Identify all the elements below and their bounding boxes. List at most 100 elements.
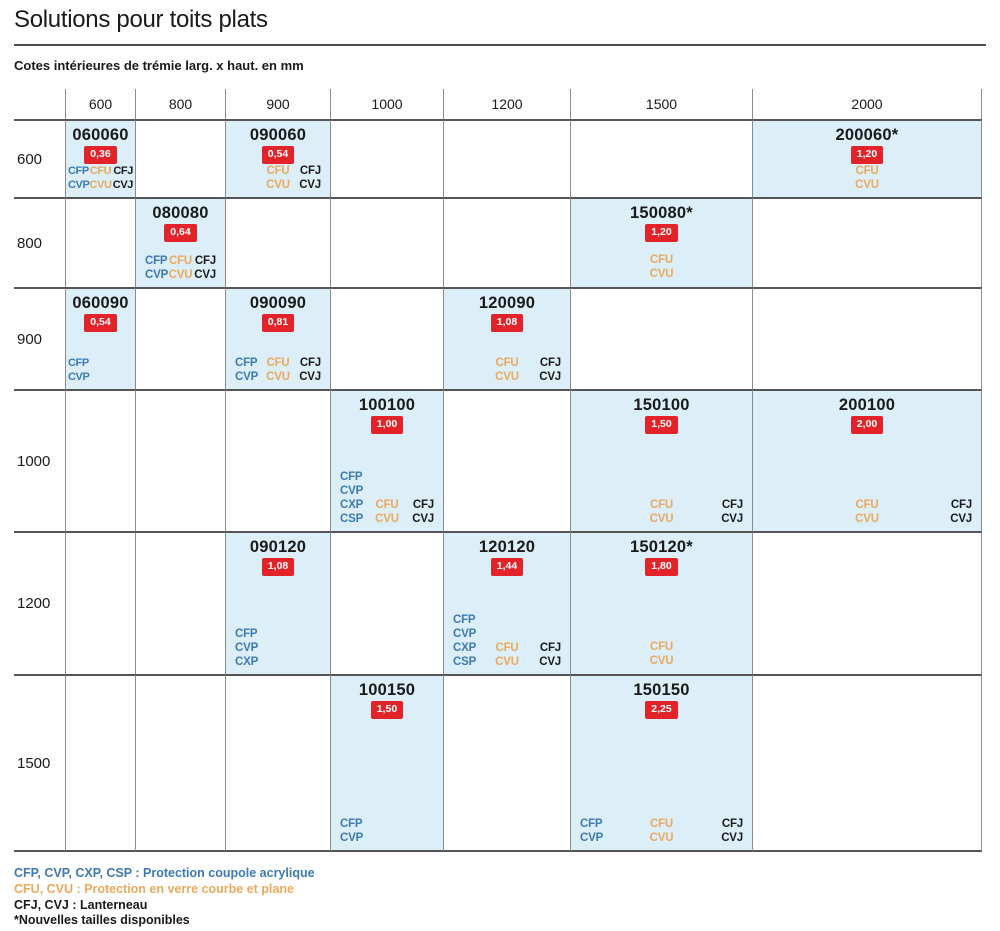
column-header-900: 900 <box>225 89 330 119</box>
product-row: CVP <box>235 641 321 655</box>
page-title: Solutions pour toits plats <box>14 6 268 33</box>
product-code-empty <box>403 831 434 845</box>
empty-cell <box>225 197 330 287</box>
empty-cell <box>225 389 330 531</box>
surface-area-badge: 2,25 <box>645 701 678 720</box>
product-row: CVU <box>762 178 972 192</box>
product-code-empty <box>453 370 489 384</box>
cell-060060: 060060 0,36 CFP CFU CFJ CVP CVU CVJ <box>65 119 135 197</box>
product-code: CFU <box>168 254 193 267</box>
product-code: CVU <box>495 370 519 383</box>
product-row: CFP CFU CFJ <box>235 356 321 370</box>
product-row: CFU CFJ <box>235 164 321 178</box>
product-row: CFP <box>340 817 434 831</box>
surface-area-badge: 0,64 <box>164 224 197 243</box>
product-code-empty <box>90 371 112 384</box>
product-code: CVU <box>168 268 193 281</box>
product-row: CSP CVU CVJ <box>453 655 561 669</box>
product-code: CFU <box>855 165 879 178</box>
product-row: CXP CFU CFJ <box>340 498 434 512</box>
product-row: CVP CVU CVJ <box>68 179 133 192</box>
product-code: CFJ <box>721 817 743 830</box>
cell-150120: 150120* 1,80 CFU CVU <box>570 531 752 674</box>
product-code-empty <box>403 470 434 484</box>
surface-area-badge: 1,50 <box>370 701 404 720</box>
surface-area-badge: 0,54 <box>261 146 295 165</box>
product-code: CVU <box>649 512 674 525</box>
cell-060090: 060090 0,54 CFP CVP <box>65 287 135 389</box>
surface-area-badge: 1,08 <box>261 558 295 577</box>
product-grid: CFU CFJ CVU CVJ <box>571 498 752 531</box>
product-row: CVP <box>68 371 133 384</box>
product-code: CVU <box>649 654 674 667</box>
product-code-empty <box>403 817 434 831</box>
empty-cell <box>752 531 982 674</box>
product-grid: CFU CVU <box>571 640 752 674</box>
empty-cell <box>443 119 570 197</box>
row-header-800: 800 <box>14 197 65 287</box>
cell-200060: 200060* 1,20 CFU CVU <box>752 119 982 197</box>
product-code-empty <box>235 178 264 192</box>
product-code-empty <box>292 655 321 669</box>
row-header-1500: 1500 <box>14 674 65 852</box>
product-code-empty <box>111 371 133 384</box>
product-code: CVU <box>495 655 519 668</box>
column-header-1500: 1500 <box>570 89 752 119</box>
cell-090120: 090120 1,08 CFP CVP CXP <box>225 531 330 674</box>
product-code: CVP <box>235 641 259 654</box>
empty-cell <box>570 119 752 197</box>
size-matrix: 600 800 900 1000 1200 1500 2000 600 060060 0,36 CF… <box>14 89 982 852</box>
legend-line-1: CFP, CVP, CXP, CSP : Protection coupole … <box>14 866 315 880</box>
product-code-title: 120090 <box>478 294 536 312</box>
product-row: CFU <box>580 253 743 267</box>
product-code-title: 090090 <box>249 294 307 312</box>
product-code-title: 090060 <box>249 126 307 144</box>
product-code: CFJ <box>299 165 321 178</box>
product-code: CVU <box>266 179 290 192</box>
column-header-800: 800 <box>135 89 225 119</box>
product-code: CVU <box>375 512 399 525</box>
product-code-title: 080080 <box>152 204 209 222</box>
product-grid: CFP CFU CFJ CVP CVU CVJ <box>226 356 330 389</box>
product-code: CFP <box>235 356 258 369</box>
column-header-1200: 1200 <box>443 89 570 119</box>
product-code: CFJ <box>539 356 561 369</box>
product-row: CSP CVU CVJ <box>340 512 434 526</box>
product-code-empty <box>371 831 402 845</box>
cell-100150: 100150 1,50 CFP CVP <box>330 674 443 852</box>
row-header-1000: 1000 <box>14 389 65 531</box>
product-code: CFU <box>495 641 519 654</box>
product-row: CFU CFJ <box>580 498 743 512</box>
empty-cell <box>135 287 225 389</box>
product-code: CFP <box>68 165 89 178</box>
product-code: CVJ <box>539 655 561 668</box>
cell-150100: 150100 1,50 CFU CFJ CVU CVJ <box>570 389 752 531</box>
surface-area-badge: 1,00 <box>370 416 404 435</box>
product-grid: CFP CVP CXP CFU CFJ CSP CVU CVJ <box>444 613 570 674</box>
product-code: CVP <box>68 370 90 383</box>
product-code-empty <box>264 641 293 655</box>
empty-cell <box>135 389 225 531</box>
product-grid: CFP CVP <box>331 817 443 850</box>
product-code: CVJ <box>950 512 972 525</box>
column-header-600: 600 <box>65 89 135 119</box>
legend-line-2: CFU, CVU : Protection en verre courbe et… <box>14 881 294 896</box>
surface-area-badge: 1,20 <box>645 224 678 243</box>
product-row: CFU <box>580 640 743 654</box>
product-code-empty <box>371 484 402 498</box>
product-code: CXP <box>235 655 259 668</box>
product-code: CFU <box>855 498 879 511</box>
empty-cell <box>752 197 982 287</box>
product-code: CFU <box>375 498 399 511</box>
product-code-empty <box>292 641 321 655</box>
product-row: CVP CVU CVJ <box>235 370 321 384</box>
row-header-900: 900 <box>14 287 65 389</box>
product-row: CFP <box>340 470 434 484</box>
empty-cell <box>330 287 443 389</box>
empty-cell <box>443 389 570 531</box>
product-code: CFU <box>266 165 290 178</box>
product-code-empty <box>453 356 489 370</box>
product-code: CFJ <box>539 641 561 654</box>
product-code: CFP <box>145 254 168 267</box>
product-grid: CFP CVP CXP CFU CFJ CSP CVU CVJ <box>331 470 443 531</box>
